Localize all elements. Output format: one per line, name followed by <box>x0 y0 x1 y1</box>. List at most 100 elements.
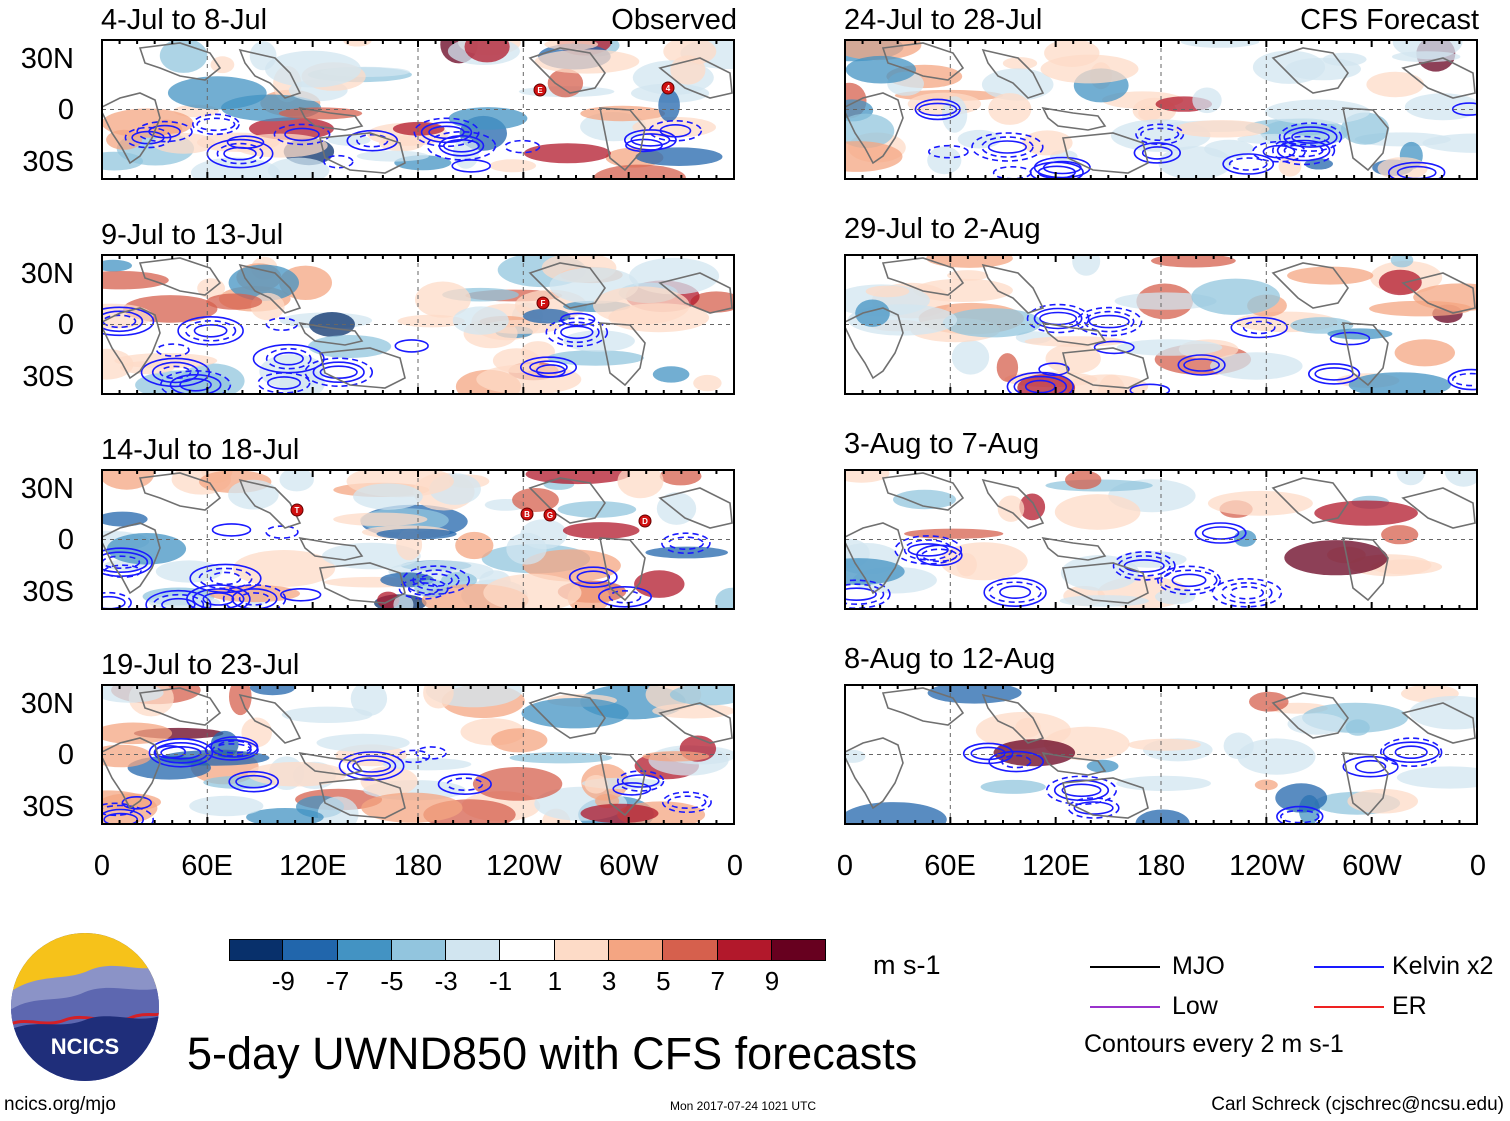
kelvin-contour <box>152 593 205 609</box>
wind-anomaly-shading <box>1322 52 1367 66</box>
kelvin-contour <box>121 796 152 810</box>
kelvin-contour <box>1201 526 1240 540</box>
wind-anomaly-shading <box>855 299 890 327</box>
coastline <box>1401 487 1476 529</box>
colorbar-swatch <box>554 939 610 961</box>
kelvin-contour <box>970 746 1006 761</box>
panel-title-forecast-1: 24-Jul to 28-Jul <box>844 4 1043 36</box>
kelvin-contour <box>210 736 259 758</box>
wind-anomaly-shading <box>189 795 264 817</box>
wind-anomaly-shading <box>1290 317 1354 334</box>
coastline <box>1271 262 1349 309</box>
map-field <box>844 684 1478 825</box>
kelvin-contour <box>338 751 405 781</box>
wind-anomaly-shading <box>617 470 664 499</box>
wind-anomaly-shading <box>333 512 428 526</box>
kelvin-contour <box>1283 143 1324 158</box>
wind-anomaly-shading <box>309 312 355 337</box>
coastline <box>658 57 733 99</box>
kelvin-contour <box>1452 372 1477 387</box>
wind-anomaly-shading <box>233 133 328 158</box>
wind-anomaly-shading <box>472 767 563 801</box>
kelvin-contour <box>907 543 949 557</box>
wind-anomaly-shading <box>951 340 990 375</box>
x-label-180: 180 <box>393 850 443 882</box>
wind-anomaly-shading <box>547 68 584 98</box>
colorbar-swatch <box>771 939 827 961</box>
coastline <box>318 132 406 174</box>
kelvin-contour <box>971 132 1044 162</box>
wind-anomaly-shading <box>376 528 457 540</box>
storm-marker <box>661 81 675 95</box>
coastline <box>1061 562 1149 604</box>
wind-anomaly-shading <box>997 495 1025 522</box>
kelvin-contour <box>346 755 397 777</box>
coastline <box>138 42 222 81</box>
wind-anomaly-shading <box>267 157 330 179</box>
kelvin-contour <box>235 774 273 789</box>
kelvin-contour <box>568 566 618 588</box>
coastline <box>1061 777 1149 819</box>
colorbar-swatch <box>391 939 447 961</box>
kelvin-contour <box>1278 122 1343 152</box>
wind-anomaly-shading <box>464 40 510 63</box>
colorbar-label: 3 <box>601 966 617 996</box>
kelvin-contour <box>1276 805 1324 824</box>
colorbar-swatch <box>283 939 338 961</box>
kelvin-contour <box>216 740 252 754</box>
coastline <box>1342 537 1389 602</box>
coastline <box>599 537 646 602</box>
y-label-30n: 30N <box>20 43 74 75</box>
kelvin-contour <box>179 378 212 392</box>
kelvin-contour <box>202 592 235 606</box>
website-link[interactable]: ncics.org/mjo <box>4 1094 116 1115</box>
y-label-30s: 30S <box>22 576 74 608</box>
coastline <box>528 477 606 524</box>
coastline <box>658 487 733 529</box>
wind-anomaly-shading <box>1022 130 1073 156</box>
map-field <box>844 39 1478 180</box>
kelvin-contour <box>257 372 311 394</box>
wind-anomaly-shading <box>102 511 148 527</box>
wind-anomaly-shading <box>1287 266 1374 285</box>
kelvin-contour <box>148 738 214 768</box>
wind-anomaly-shading <box>1127 738 1201 751</box>
wind-anomaly-shading <box>327 134 371 146</box>
wind-anomaly-shading <box>206 293 263 310</box>
kelvin-contour <box>535 364 566 378</box>
wind-anomaly-shading <box>1135 809 1190 824</box>
wind-anomaly-shading <box>102 348 134 380</box>
kelvin-contour <box>1140 127 1180 142</box>
logo-text: NCICS <box>51 1034 119 1059</box>
legend-line-low <box>1090 1006 1160 1008</box>
kelvin-contour <box>1123 559 1165 573</box>
wind-anomaly-shading <box>927 146 962 175</box>
kelvin-contour <box>1177 354 1226 376</box>
kelvin-contour <box>151 361 199 384</box>
kelvin-contour <box>1279 809 1320 824</box>
wind-anomaly-shading <box>1284 540 1388 576</box>
wind-anomaly-shading <box>1396 766 1477 789</box>
storm-marker <box>638 514 652 528</box>
coastline <box>1342 107 1389 172</box>
wind-anomaly-shading <box>520 519 568 550</box>
x-label-60e: 60E <box>181 850 233 882</box>
kelvin-contour <box>401 565 470 595</box>
colorbar-label: -1 <box>488 966 513 996</box>
wind-anomaly-shading <box>148 595 221 609</box>
kelvin-contour <box>1228 157 1268 171</box>
x-label-120e: 120E <box>279 850 347 882</box>
storm-marker-label: T <box>295 506 300 515</box>
wind-anomaly-shading <box>197 278 225 299</box>
wind-anomaly-shading <box>942 308 1042 338</box>
coastline <box>881 257 965 296</box>
wind-anomaly-shading <box>1366 71 1424 98</box>
coastline <box>238 48 302 99</box>
kelvin-contour <box>319 365 358 379</box>
wind-anomaly-shading <box>392 121 445 136</box>
kelvin-contour <box>280 588 322 602</box>
coastline <box>658 272 733 314</box>
kelvin-contour <box>1073 801 1114 815</box>
wind-anomaly-shading <box>941 96 968 133</box>
coastline <box>102 522 161 595</box>
